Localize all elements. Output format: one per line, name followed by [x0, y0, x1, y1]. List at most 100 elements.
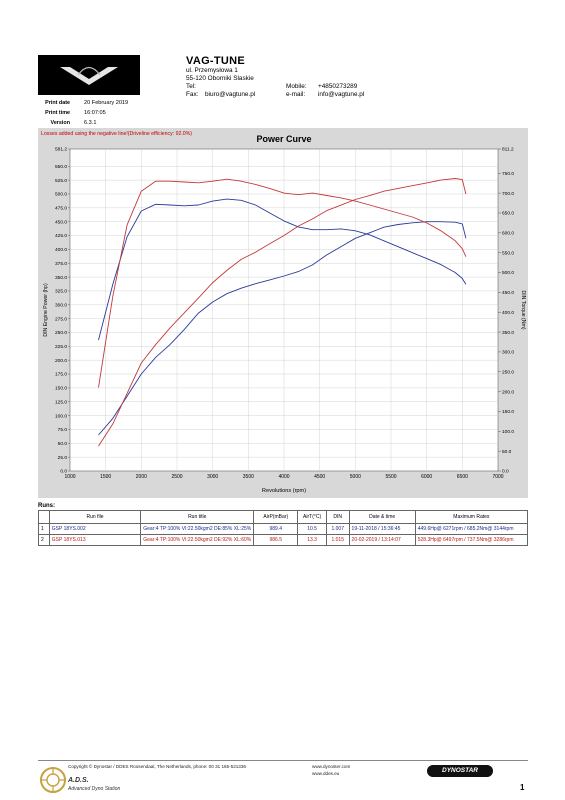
- page-number: 1: [520, 783, 525, 792]
- y-right-tick-label: 200.0: [502, 389, 514, 395]
- y-left-tick-label: 225.0: [55, 344, 67, 350]
- address-line2: 55-120 Oborniki Slaskie: [186, 75, 254, 82]
- y-right-tick-label: 150.0: [502, 409, 514, 415]
- x-tick-label: 2500: [171, 474, 182, 480]
- mobile-value: +4850273289: [318, 83, 358, 90]
- y-left-tick-label: 175.0: [55, 372, 67, 378]
- table-row[interactable]: 2 GSP 18YS.013 Gear:4 TP:100% VI:22.50kg…: [38, 534, 529, 546]
- y-right-tick-label: 450.0: [502, 290, 514, 296]
- x-tick-label: 4500: [314, 474, 325, 480]
- y-right-tick-label: 550.0: [502, 250, 514, 256]
- runs-label: Runs:: [38, 503, 55, 509]
- x-axis-label: Revolutions (rpm): [262, 488, 306, 494]
- runs-header-row: Run file Run title AirP(mBar) AirT(°C) D…: [38, 510, 529, 524]
- y-right-tick-label: 600.0: [502, 231, 514, 237]
- x-tick-label: 6000: [421, 474, 432, 480]
- y-right-tick-label: 700.0: [502, 191, 514, 197]
- footer-url-dynoster[interactable]: www.dynoster.com: [312, 764, 351, 769]
- x-tick-label: 1000: [64, 474, 75, 480]
- y-right-tick-label: 650.0: [502, 211, 514, 217]
- y-left-tick-label: 75.0: [58, 427, 68, 433]
- ads-title: A.D.S.: [68, 777, 89, 784]
- x-tick-label: 7000: [492, 474, 503, 480]
- tick-layer: 1000 1500 2000 2500 3000 3500 4000 4500 5000 5500…: [55, 147, 514, 480]
- footer-url-ddes[interactable]: www.ddes.eu: [312, 771, 340, 776]
- x-tick-label: 3500: [243, 474, 254, 480]
- row-datetime: 20-02-2019 / 13:14:07: [348, 534, 416, 546]
- print-time-label: Print time: [45, 110, 70, 116]
- y-left-tick-label: 500.0: [55, 192, 67, 198]
- row-run-title: Gear:4 TP:100% VI:22.50kgm2 DE:92% XL:60…: [140, 534, 255, 546]
- y-right-tick-label: 500.0: [502, 270, 514, 276]
- x-tick-label: 3000: [207, 474, 218, 480]
- email-label: e-mail:: [286, 91, 306, 98]
- y-left-tick-label: 150.0: [55, 386, 67, 392]
- x-tick-label: 6500: [457, 474, 468, 480]
- y-left-axis-label: DIN Engine Power (hp): [43, 283, 49, 337]
- x-tick-label: 4000: [278, 474, 289, 480]
- y-right-tick-label: 400.0: [502, 310, 514, 316]
- email-value: info@vagtune.pl: [318, 91, 365, 98]
- y-left-tick-label: 50.0: [58, 441, 68, 447]
- y-right-tick-label: 250.0: [502, 369, 514, 375]
- series-line-torque: [98, 198, 467, 341]
- x-tick-label: 5000: [350, 474, 361, 480]
- col-index-header: [38, 510, 50, 524]
- col-max-rates-header: Maximum Rates: [414, 510, 529, 524]
- losses-note: Losses added using the negative line!(Dr…: [41, 131, 192, 137]
- print-date-value: 20 February 2019: [84, 100, 129, 106]
- y-left-tick-label: 200.0: [55, 358, 67, 364]
- y-left-tick-label: 250.0: [55, 330, 67, 336]
- y-right-tick-label: 300.0: [502, 350, 514, 356]
- col-din-header: DIN: [325, 510, 350, 524]
- row-airt: 10.5: [297, 523, 327, 535]
- y-left-tick-label: 400.0: [55, 247, 67, 253]
- row-run-title: Gear:4 TP:100% VI:22.50kgm2 DE:85% XL:25…: [140, 523, 255, 535]
- y-left-tick-label: 125.0: [55, 399, 67, 405]
- fax-label: Fax:: [186, 91, 199, 98]
- print-date-label: Print date: [45, 100, 70, 106]
- y-left-tick-label: 300.0: [55, 302, 67, 308]
- logo-graphic: [60, 66, 118, 85]
- footer-copyright: Copyright © Dynostar / DDES Roosendaal, …: [68, 764, 246, 769]
- y-left-tick-label: 475.0: [55, 206, 67, 212]
- vag-tune-logo: [38, 55, 140, 95]
- row-index: 2: [38, 534, 50, 546]
- row-max-rates: 449.6Hp@ 6271rpm / 685.2Nm@ 3144rpm: [414, 523, 529, 535]
- row-airp: 989.4: [253, 523, 299, 535]
- y-left-tick-label: 581.2: [55, 147, 67, 153]
- series-line-torque: [98, 178, 467, 388]
- y-left-tick-label: 350.0: [55, 275, 67, 281]
- y-left-tick-label: 425.0: [55, 233, 67, 239]
- power-curve-chart: Losses added using the negative line!(Dr…: [38, 128, 528, 498]
- series-line-power: [98, 221, 467, 436]
- row-din: 1.007: [325, 523, 350, 535]
- y-left-tick-label: 0.0: [60, 469, 67, 475]
- chart-title: Power Curve: [256, 134, 311, 144]
- row-max-rates: 528.3Hp@ 6497rpm / 737.5Nm@ 3286rpm: [414, 534, 529, 546]
- y-left-tick-label: 100.0: [55, 413, 67, 419]
- y-left-tick-label: 525.0: [55, 178, 67, 184]
- chart-svg: Losses added using the negative line!(Dr…: [38, 128, 528, 498]
- y-right-tick-label: 50.0: [502, 449, 512, 455]
- col-airt-header: AirT(°C): [297, 510, 327, 524]
- row-index: 1: [38, 523, 50, 535]
- y-left-tick-label: 275.0: [55, 316, 67, 322]
- row-run-file: GSP 18YS.002: [48, 523, 142, 535]
- row-run-file: GSP 18YS.013: [48, 534, 142, 546]
- y-right-tick-label: 0.0: [502, 469, 509, 475]
- y-right-tick-label: 100.0: [502, 429, 514, 435]
- row-airt: 13.3: [297, 534, 327, 546]
- print-time-value: 16:07:05: [84, 110, 106, 116]
- y-right-tick-label: 811.2: [502, 147, 514, 153]
- row-airp: 986.5: [253, 534, 299, 546]
- ads-subtitle: Advanced Dyno Station: [68, 786, 121, 792]
- tel-label: Tel:: [186, 83, 196, 90]
- series-layer: [98, 178, 467, 447]
- col-run-file-header: Run file: [48, 510, 142, 524]
- x-tick-label: 1500: [100, 474, 111, 480]
- table-row[interactable]: 1 GSP 18YS.002 Gear:4 TP:100% VI:22.50kg…: [38, 523, 529, 535]
- y-left-tick-label: 550.0: [55, 164, 67, 170]
- x-tick-label: 5500: [385, 474, 396, 480]
- y-right-tick-label: 350.0: [502, 330, 514, 336]
